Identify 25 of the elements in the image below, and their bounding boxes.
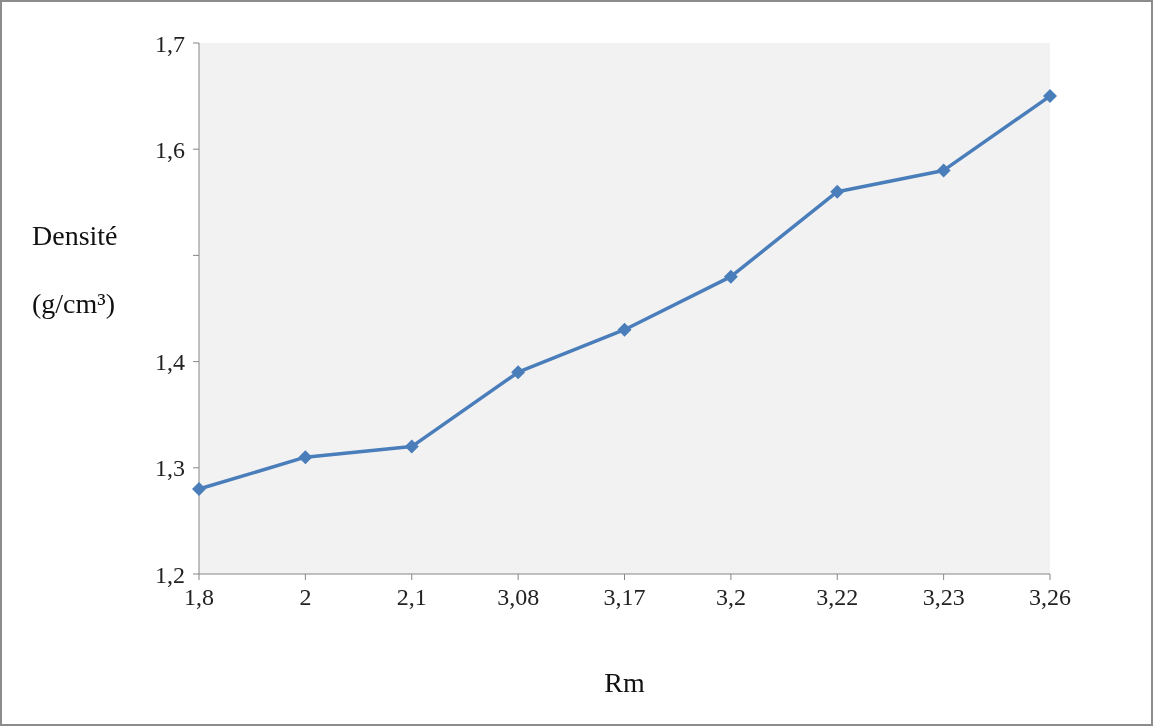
x-tick-label: 2 (299, 584, 312, 611)
x-tick-label: 3,2 (715, 584, 746, 611)
point (723, 269, 738, 284)
x-axis-title: Rm (604, 667, 645, 698)
point (1043, 89, 1057, 104)
x-tick-label: 3,08 (497, 584, 540, 611)
y-tick-label: 1,3 (155, 455, 185, 482)
y-tick-label: 1,7 (155, 30, 185, 57)
point (617, 322, 632, 337)
point (404, 439, 419, 454)
x-tick-label: 1,8 (184, 584, 214, 611)
y-tick-label: 1,4 (155, 349, 185, 376)
x-tick-label: 3,26 (1029, 584, 1071, 611)
point (830, 184, 845, 199)
point (511, 365, 526, 380)
x-tick-label: 3,23 (922, 584, 965, 611)
y-tick-label: 1,2 (155, 561, 185, 588)
x-tick-label: 2,1 (396, 584, 427, 611)
y-tick-label: 1,6 (155, 136, 185, 163)
x-tick-label: 3,22 (816, 584, 859, 611)
x-tick-label: 3,17 (603, 584, 646, 611)
point (298, 450, 313, 465)
point (192, 482, 206, 497)
point (936, 163, 951, 178)
text: Densité (g/cm³) (32, 220, 118, 319)
